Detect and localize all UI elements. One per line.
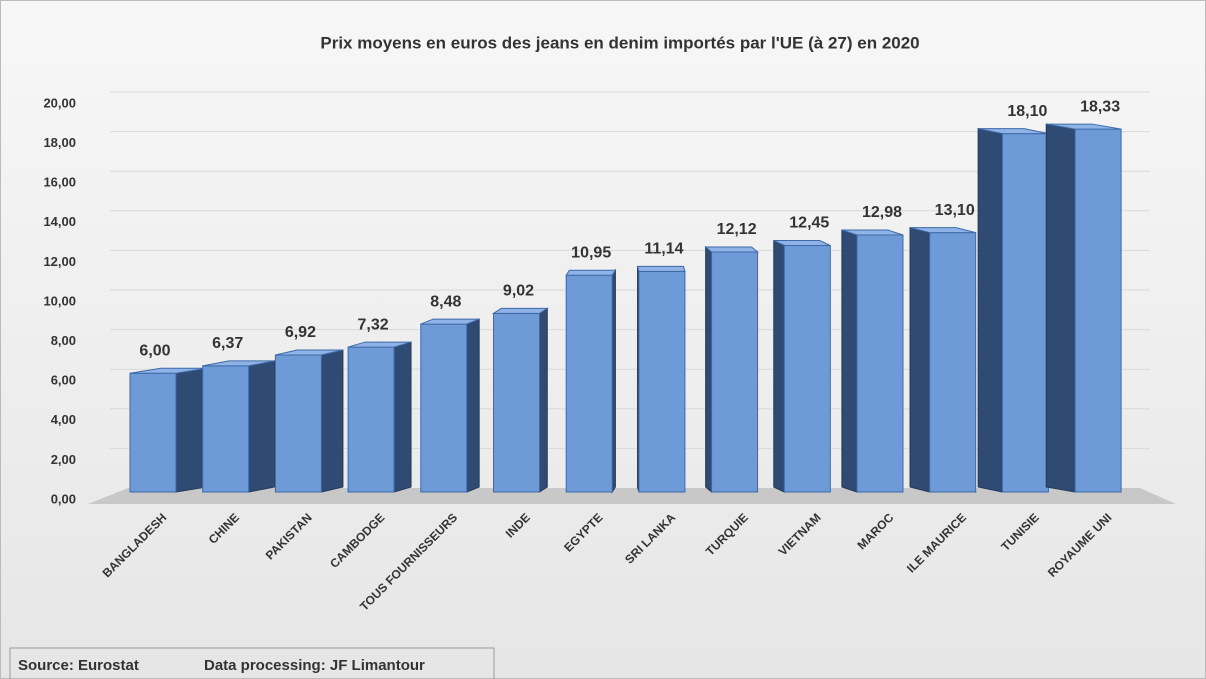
value-label: 6,37 [212, 335, 243, 352]
bar-top [841, 229, 904, 236]
bar [565, 274, 613, 493]
bar [783, 244, 831, 493]
bar-side [773, 239, 785, 493]
bar-top [275, 349, 344, 356]
value-label: 11,14 [644, 241, 683, 258]
bar-side [248, 360, 276, 493]
chart-title: Prix moyens en euros des jeans en denim … [320, 33, 919, 52]
value-label: 6,92 [285, 324, 316, 341]
bar-top [978, 128, 1049, 135]
bar-side [175, 367, 208, 493]
y-tick-label: 20,00 [43, 95, 76, 110]
value-label: 12,45 [789, 215, 829, 232]
y-tick-label: 8,00 [51, 333, 76, 348]
bar-top [773, 239, 831, 246]
y-tick-label: 2,00 [51, 452, 76, 467]
bar [129, 372, 177, 493]
value-label: 6,00 [139, 342, 170, 359]
bar [1001, 133, 1049, 493]
bar-side [393, 341, 412, 493]
value-label: 13,10 [935, 202, 975, 219]
bar-top [704, 246, 759, 253]
y-tick-label: 12,00 [43, 254, 76, 269]
bar-top [202, 360, 275, 367]
bar-top [565, 269, 617, 276]
bar [1074, 128, 1122, 493]
bar-side [1045, 123, 1076, 493]
y-tick-label: 10,00 [43, 293, 76, 308]
bar [493, 312, 540, 493]
bar-top [1046, 123, 1122, 130]
bar [638, 270, 686, 493]
bar-top [491, 307, 549, 314]
value-label: 10,95 [571, 244, 611, 261]
bar [420, 323, 468, 493]
bar-top [347, 341, 412, 348]
y-tick-label: 16,00 [43, 175, 76, 190]
bar-side [841, 229, 858, 493]
y-tick-label: 14,00 [43, 214, 76, 229]
value-label: 18,10 [1007, 103, 1047, 120]
bar [347, 346, 395, 493]
bar-side [977, 128, 1003, 493]
bar-top [636, 265, 686, 272]
bar [856, 234, 904, 493]
bar [202, 365, 250, 493]
bar-top [909, 227, 976, 234]
bar [274, 354, 322, 493]
bar-side [705, 245, 713, 494]
value-label: 18,33 [1080, 98, 1120, 115]
value-label: 12,12 [717, 221, 757, 238]
bar [711, 251, 759, 493]
value-label: 7,32 [358, 316, 389, 333]
bar-side [909, 226, 931, 493]
bar-side [539, 307, 548, 493]
credit: Data processing: JF Limantour [204, 657, 425, 674]
bar-side [320, 349, 344, 493]
source-box [9, 647, 495, 679]
y-tick-label: 6,00 [51, 373, 76, 388]
value-label: 8,48 [430, 293, 461, 310]
y-tick-label: 18,00 [43, 135, 76, 150]
y-tick-label: 4,00 [51, 412, 76, 427]
y-tick-label: 0,00 [51, 491, 76, 506]
bar-top [420, 318, 480, 325]
value-label: 9,02 [503, 283, 534, 300]
value-label: 12,98 [862, 204, 902, 221]
source: Source: Eurostat [18, 657, 139, 674]
bar [929, 232, 977, 493]
bar-side [466, 318, 480, 493]
